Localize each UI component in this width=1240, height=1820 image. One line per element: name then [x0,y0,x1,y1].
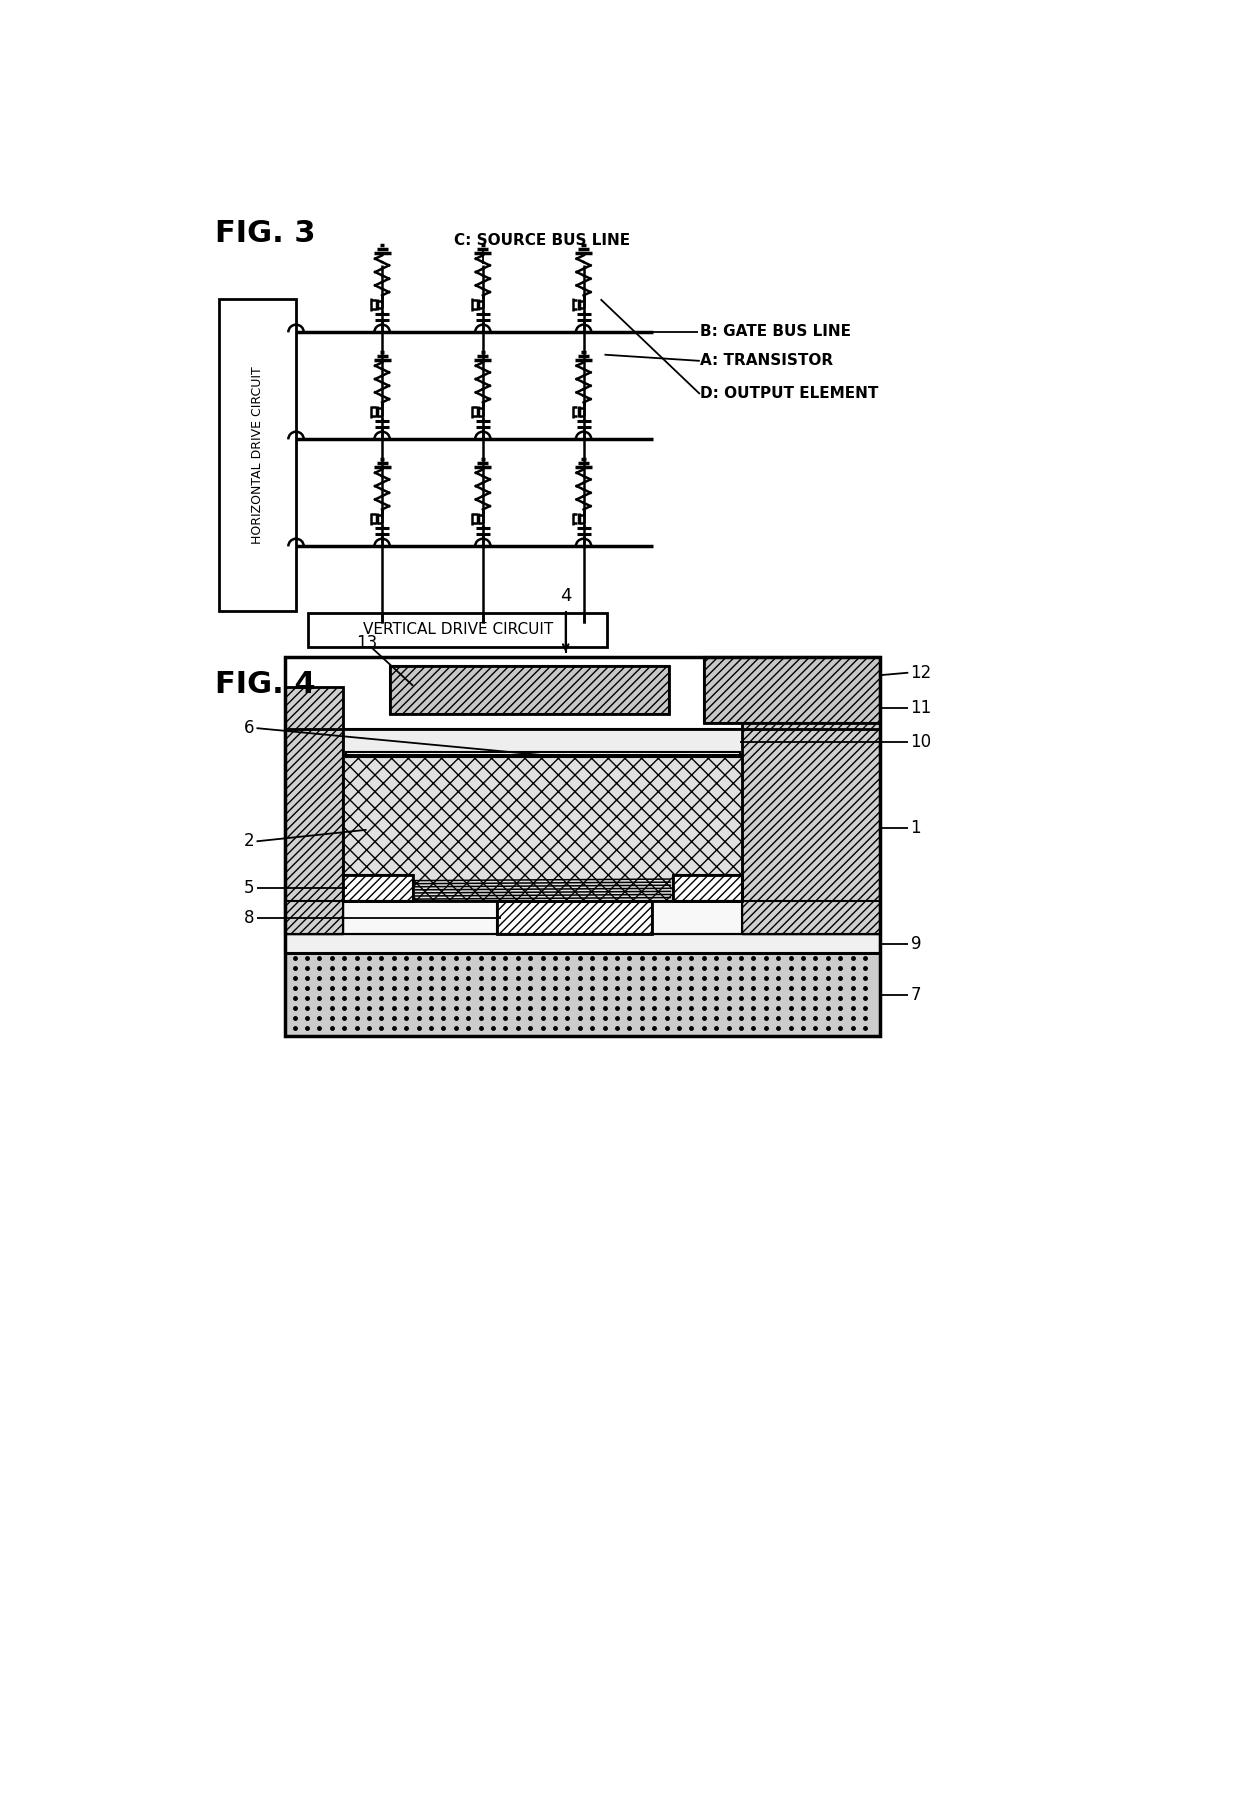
Bar [672,875,743,901]
Text: 8: 8 [244,908,254,926]
Bar [285,686,343,730]
Bar [672,875,743,901]
Bar [497,901,652,934]
Bar [343,875,413,901]
Text: VERTICAL DRIVE CIRCUIT: VERTICAL DRIVE CIRCUIT [362,622,553,637]
Bar [704,657,879,723]
Bar [343,875,413,901]
Text: 2: 2 [243,832,254,850]
Bar [743,686,879,730]
Bar [343,755,743,901]
Text: 11: 11 [910,699,932,717]
Text: HORIZONTAL DRIVE CIRCUIT: HORIZONTAL DRIVE CIRCUIT [250,366,264,544]
Text: A: TRANSISTOR: A: TRANSISTOR [699,353,833,368]
Text: 10: 10 [910,733,931,752]
Bar [497,901,652,934]
Text: B: GATE BUS LINE: B: GATE BUS LINE [699,324,851,339]
Bar [389,666,668,713]
Bar [346,752,740,757]
Bar [285,730,343,934]
Bar [743,730,879,934]
Bar [285,686,343,730]
Text: 5: 5 [244,879,254,897]
Text: 12: 12 [910,664,932,682]
Bar [285,934,879,954]
Bar [285,657,879,1036]
Text: 13: 13 [356,635,377,652]
Bar [285,901,879,934]
Text: 1: 1 [910,819,921,837]
Text: 6: 6 [244,719,254,737]
Text: FIG. 4: FIG. 4 [216,670,316,699]
Text: 7: 7 [910,986,921,1003]
Bar [343,730,743,755]
Bar [389,666,668,713]
Text: FIG. 3: FIG. 3 [216,218,316,248]
Text: 9: 9 [910,935,921,952]
Bar [343,755,743,901]
Bar [704,657,879,723]
Text: D: OUTPUT ELEMENT: D: OUTPUT ELEMENT [699,386,878,402]
Bar [743,686,879,730]
Bar [285,954,879,1036]
Bar [309,613,606,648]
Text: C: SOURCE BUS LINE: C: SOURCE BUS LINE [454,233,631,248]
Bar [743,730,879,934]
Bar [285,730,343,934]
Text: 4: 4 [560,586,572,604]
Bar [218,298,296,612]
